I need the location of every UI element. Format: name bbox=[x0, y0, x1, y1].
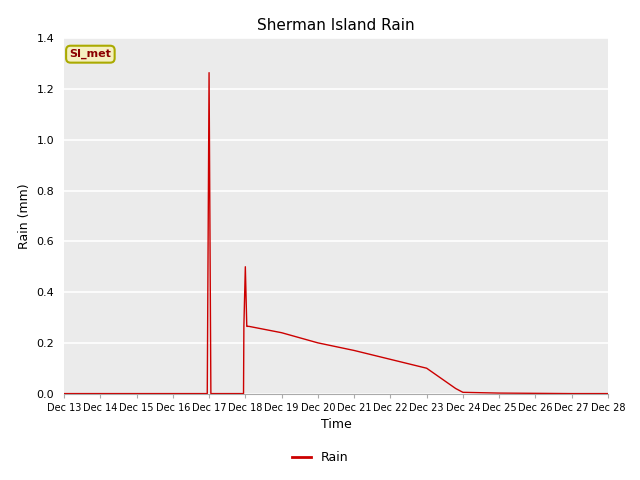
X-axis label: Time: Time bbox=[321, 418, 351, 431]
Title: Sherman Island Rain: Sherman Island Rain bbox=[257, 18, 415, 33]
Y-axis label: Rain (mm): Rain (mm) bbox=[18, 183, 31, 249]
Legend: Rain: Rain bbox=[287, 446, 353, 469]
Text: SI_met: SI_met bbox=[69, 49, 111, 60]
